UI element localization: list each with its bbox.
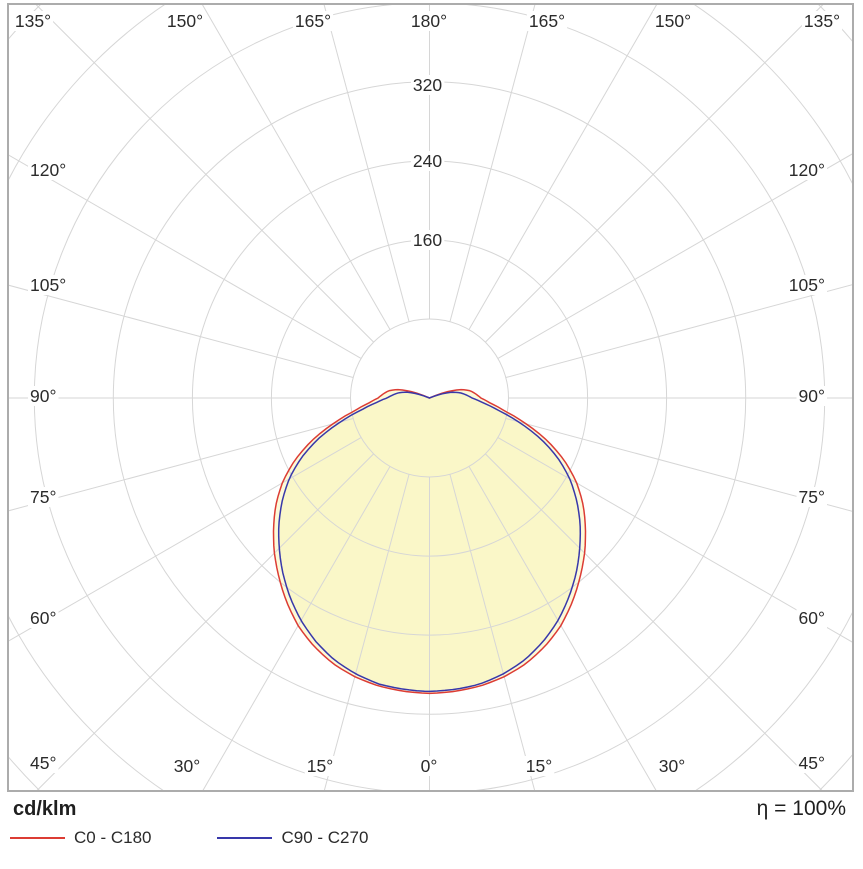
angle-label-top-4: 165° xyxy=(529,11,565,31)
grid-spoke xyxy=(8,417,354,512)
label-mask xyxy=(28,275,69,295)
efficiency-label: η = 100% xyxy=(756,797,846,820)
label-mask xyxy=(28,608,59,628)
angle-label-bottom-1: 15° xyxy=(307,756,333,776)
c0-c180-line-swatch xyxy=(10,837,65,839)
label-mask xyxy=(164,11,206,31)
angle-label-bottom-0: 30° xyxy=(174,756,200,776)
grid-spoke xyxy=(8,154,362,359)
angle-label-left-5: 45° xyxy=(30,753,56,773)
label-mask xyxy=(652,11,694,31)
label-mask xyxy=(656,756,688,776)
label-mask xyxy=(171,756,203,776)
polar-grid xyxy=(8,4,853,791)
angle-label-right-2: 90° xyxy=(799,386,825,406)
label-mask xyxy=(410,151,445,171)
legend: C0 - C180 C90 - C270 xyxy=(10,828,434,848)
grid-spoke xyxy=(201,4,391,330)
label-mask xyxy=(408,11,450,31)
angle-label-top-0: 135° xyxy=(15,11,51,31)
grid-spoke xyxy=(202,466,391,791)
legend-item-c90-c270: C90 - C270 xyxy=(217,828,368,848)
angle-label-right-4: 60° xyxy=(799,608,825,628)
grid-spoke xyxy=(497,152,853,359)
angle-label-top-1: 150° xyxy=(167,11,203,31)
c0-c180-curve xyxy=(272,388,587,695)
grid-ring-80 xyxy=(350,318,509,478)
ring-label-160: 160 xyxy=(413,230,442,250)
grid-spoke xyxy=(505,417,853,512)
label-mask xyxy=(304,756,336,776)
label-mask xyxy=(796,608,827,628)
angle-label-right-5: 45° xyxy=(799,753,825,773)
label-mask xyxy=(292,11,334,31)
label-mask xyxy=(12,11,54,31)
label-mask xyxy=(28,160,69,180)
label-mask xyxy=(796,753,827,773)
grid-spoke xyxy=(449,474,536,791)
angle-label-right-3: 75° xyxy=(799,487,825,507)
ring-label-240: 240 xyxy=(413,151,442,171)
label-mask xyxy=(410,230,445,250)
angle-label-left-4: 60° xyxy=(30,608,56,628)
intensity-curves xyxy=(272,388,587,695)
angle-label-bottom-2: 0° xyxy=(421,756,438,776)
label-mask xyxy=(410,75,445,95)
grid-spoke xyxy=(323,4,410,322)
unit-label: cd/klm xyxy=(13,798,77,820)
legend-label-c0-c180: C0 - C180 xyxy=(74,828,152,847)
grid-spoke xyxy=(8,284,354,379)
label-mask xyxy=(523,756,555,776)
grid-spoke xyxy=(497,437,853,644)
label-mask xyxy=(786,160,827,180)
c90-c270-line-swatch xyxy=(217,837,273,839)
angle-label-top-6: 135° xyxy=(804,11,840,31)
legend-item-c0-c180: C0 - C180 xyxy=(10,828,151,848)
angle-label-right-1: 105° xyxy=(789,275,825,295)
grid-spoke xyxy=(468,4,658,330)
grid-spoke xyxy=(505,284,853,379)
grid-spoke xyxy=(8,437,362,642)
angle-label-bottom-3: 15° xyxy=(526,756,552,776)
angle-label-top-5: 150° xyxy=(655,11,691,31)
label-mask xyxy=(418,756,440,776)
label-mask xyxy=(28,386,59,406)
angle-label-left-1: 105° xyxy=(30,275,66,295)
angle-label-top-2: 165° xyxy=(295,11,331,31)
label-mask xyxy=(796,386,827,406)
label-mask xyxy=(526,11,568,31)
angle-label-left-0: 120° xyxy=(30,160,66,180)
label-mask xyxy=(28,753,59,773)
angle-label-bottom-4: 30° xyxy=(659,756,685,776)
axis-labels: 160 240 320 135° 150° 165° 180° 165° 150° 135° 120… xyxy=(12,11,843,776)
legend-label-c90-c270: C90 - C270 xyxy=(281,828,369,847)
label-mask xyxy=(796,487,827,507)
grid-spoke xyxy=(485,453,824,791)
angle-label-right-0: 120° xyxy=(789,160,825,180)
polar-photometric-chart: 160 240 320 135° 150° 165° 180° 165° 150° 135° 120… xyxy=(7,3,854,792)
c90-c270-curve xyxy=(277,391,582,693)
angle-label-left-2: 90° xyxy=(30,386,56,406)
ring-label-320: 320 xyxy=(413,75,442,95)
angle-label-top-3: 180° xyxy=(411,11,447,31)
grid-spoke xyxy=(35,453,374,791)
grid-spoke xyxy=(468,466,657,791)
label-mask xyxy=(786,275,827,295)
label-mask xyxy=(28,487,59,507)
label-mask xyxy=(801,11,843,31)
plot-border xyxy=(7,3,854,792)
grid-spoke xyxy=(323,474,410,791)
grid-spoke xyxy=(449,4,536,322)
angle-label-left-3: 75° xyxy=(30,487,56,507)
